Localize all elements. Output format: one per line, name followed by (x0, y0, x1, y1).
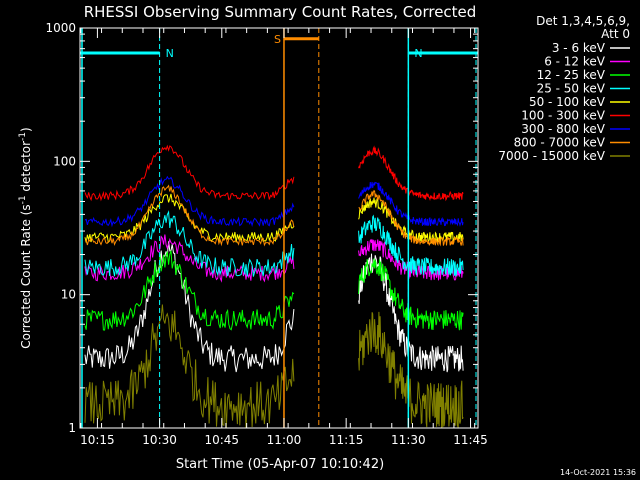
y-axis-label-part3: ) (19, 127, 33, 132)
legend-label-7: 800 - 7000 keV (514, 136, 606, 150)
axis-group: 1 10 100 1000 10:15 10:30 10:45 11:00 11:15 11:30… (45, 21, 487, 447)
legend-label-2: 12 - 25 keV (537, 68, 606, 82)
y-axis-label-sup2: -1 (18, 132, 28, 141)
legend-label-1: 6 - 12 keV (544, 55, 606, 69)
x-tick-label: 10:15 (80, 433, 115, 447)
legend-header-2: Att 0 (601, 27, 630, 41)
legend-label-4: 50 - 100 keV (529, 95, 606, 109)
y-tick-label: 1 (68, 421, 76, 435)
x-tick-label: 10:30 (142, 433, 177, 447)
y-axis-label: Corrected Count Rate (s-1 detector-1) (18, 127, 33, 348)
legend-label-8: 7000 - 15000 keV (498, 149, 605, 163)
legend-label-3: 25 - 50 keV (537, 82, 606, 96)
y-axis-label-sup1: -1 (18, 195, 28, 204)
x-tick-label: 10:45 (204, 433, 239, 447)
series-line-7-seg1 (358, 189, 464, 247)
legend-label-0: 3 - 6 keV (552, 41, 606, 55)
y-axis-label-part2: detector (19, 141, 33, 196)
series-line-7-seg0 (84, 184, 295, 247)
x-tick-label: 11:15 (329, 433, 364, 447)
y-tick-label: 1000 (45, 21, 76, 35)
series-line-0-seg1 (358, 253, 464, 373)
y-tick-label: 100 (53, 154, 76, 168)
annotation-group: N N S (80, 28, 478, 428)
x-tick-label: 11:30 (391, 433, 426, 447)
series-line-6-seg1 (358, 181, 464, 227)
chart-title: RHESSI Observing Summary Count Rates, Co… (84, 3, 477, 21)
x-tick-label: 11:45 (453, 433, 488, 447)
series-line-8-seg0 (84, 304, 295, 429)
legend-label-6: 300 - 800 keV (521, 122, 605, 136)
legend-label-5: 100 - 300 keV (521, 109, 605, 123)
y-axis-label-part1: Corrected Count Rate (s (19, 204, 33, 348)
y-tick-label: 10 (61, 288, 76, 302)
x-axis-label: Start Time (05-Apr-07 10:10:42) (176, 457, 384, 472)
series-line-8-seg1 (358, 311, 464, 429)
series-line-0-seg0 (84, 241, 295, 373)
series-line-2-seg1 (358, 258, 464, 331)
annotation-label-1: N (414, 47, 422, 60)
annotation-label-2: S (274, 33, 281, 46)
plot-frame (79, 27, 479, 429)
series-line-5-seg1 (358, 145, 464, 202)
series-line-5-seg0 (84, 144, 295, 202)
series-group (84, 144, 464, 429)
timestamp: 14-Oct-2021 15:36 (560, 468, 636, 477)
series-line-6-seg0 (84, 175, 295, 228)
x-tick-label: 11:00 (267, 433, 302, 447)
series-line-3-seg1 (358, 214, 464, 277)
annotation-label-0: N (166, 47, 174, 60)
series-line-2-seg0 (84, 250, 295, 331)
series-line-1-seg0 (84, 234, 295, 283)
legend-header-1: Det 1,3,4,5,6,9, (536, 14, 630, 28)
series-line-3-seg0 (84, 210, 295, 277)
